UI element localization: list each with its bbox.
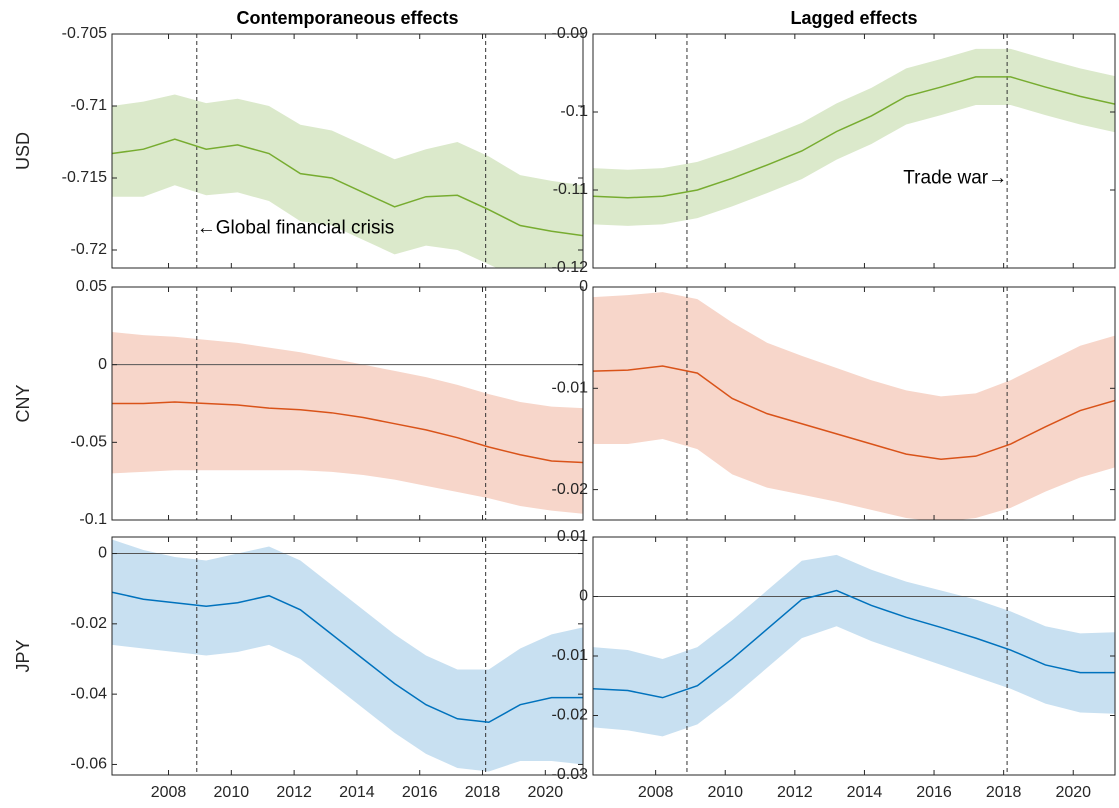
estimate-line [593,365,1115,460]
y-tick-label: -0.11 [553,181,588,198]
panel-title: Lagged effects [790,8,917,28]
y-tick-label: -0.09 [552,25,589,42]
x-tick-label: 2018 [465,784,501,801]
panel [112,537,583,775]
panel [112,34,583,268]
x-tick-label: 2010 [707,784,743,801]
y-tick-label: -0.02 [552,481,589,498]
estimate-line [112,138,583,237]
y-tick-label: 0 [579,278,588,295]
y-tick-label: -0.1 [560,103,588,120]
x-tick-label: 2008 [638,784,674,801]
x-tick-label: 2012 [276,784,312,801]
y-tick-label: 0.01 [557,528,588,545]
axes-box [111,286,584,521]
axes-box [592,33,1116,269]
estimate-line [593,76,1115,199]
x-tick-label: 2016 [402,784,438,801]
confidence-band [593,554,1115,737]
y-tick-label: -0.03 [552,766,589,783]
confidence-band [112,94,583,268]
confidence-band [112,539,583,772]
axes-box [111,536,584,776]
axes-box [111,33,584,269]
y-tick-label: -0.02 [71,615,108,632]
y-tick-label: -0.02 [552,707,589,724]
panel [593,287,1115,520]
y-tick-label: 0 [98,356,107,373]
x-tick-label: 2020 [528,784,564,801]
estimate-line [112,591,583,724]
panel-title: Contemporaneous effects [236,8,458,28]
y-tick-label: 0 [579,588,588,605]
y-tick-label: 0.05 [76,278,107,295]
x-tick-label: 2008 [151,784,187,801]
annotation: ←Global financial crisis [197,217,394,238]
y-axis-label: JPY [13,639,33,672]
confidence-band [593,292,1115,520]
confidence-band [112,332,583,514]
x-tick-label: 2020 [1055,784,1091,801]
y-tick-label: 0 [98,545,107,562]
confidence-band [593,48,1115,226]
axes-box [592,286,1116,521]
x-tick-label: 2016 [916,784,952,801]
panel [593,34,1115,268]
y-tick-label: -0.04 [71,685,108,702]
y-axis-label: CNY [13,384,33,422]
y-tick-label: -0.715 [62,169,107,186]
panel [112,287,583,520]
x-tick-label: 2014 [339,784,375,801]
y-axis-label: USD [13,132,33,170]
y-tick-label: -0.1 [79,511,107,528]
y-tick-label: -0.72 [71,241,108,258]
estimate-line [593,589,1115,699]
y-tick-label: -0.705 [62,25,107,42]
x-tick-label: 2014 [847,784,883,801]
y-tick-label: -0.71 [71,97,108,114]
x-tick-label: 2010 [214,784,250,801]
panel [593,537,1115,775]
x-tick-label: 2018 [986,784,1022,801]
y-tick-label: -0.06 [71,756,108,773]
y-tick-label: -0.12 [552,259,589,276]
annotation: Trade war→ [903,167,1007,188]
x-tick-label: 2012 [777,784,813,801]
y-tick-label: -0.01 [552,647,589,664]
y-tick-label: -0.05 [71,434,108,451]
y-tick-label: -0.01 [552,380,589,397]
estimate-line [112,401,583,464]
